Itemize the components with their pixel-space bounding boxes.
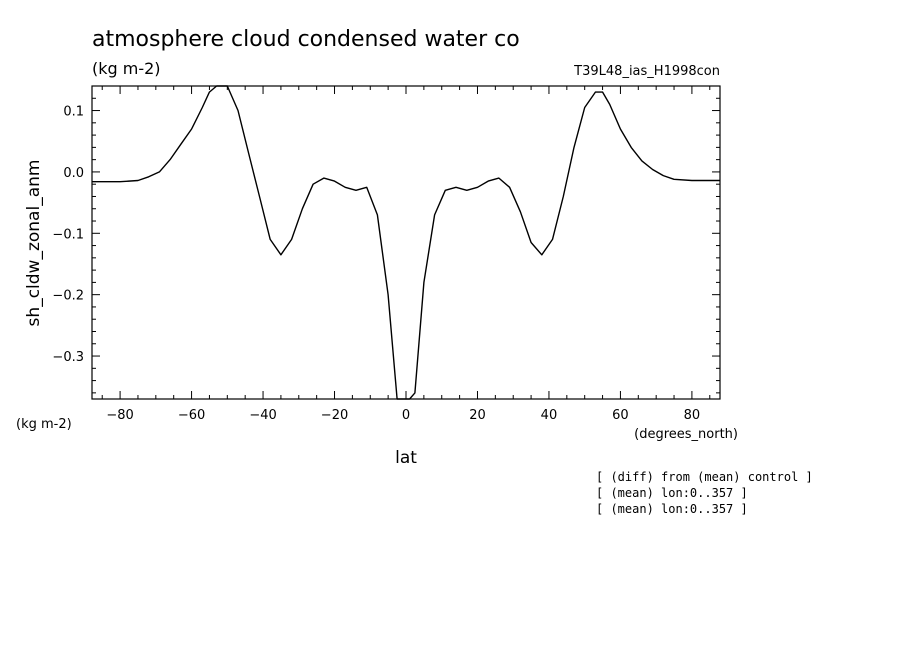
note-line-1: [ (diff) from (mean) control ] <box>596 470 813 484</box>
y-axis-ticks: 0.1 0.0 −0.1 −0.2 −0.3 <box>52 85 720 394</box>
x-tick-label: 80 <box>684 408 701 423</box>
x-tick-label: 20 <box>469 408 486 423</box>
y-tick-label: 0.0 <box>63 166 84 181</box>
series-line <box>92 85 720 400</box>
x-tick-label: 60 <box>612 408 629 423</box>
y-tick-label: −0.2 <box>52 289 84 304</box>
x-tick-label: −60 <box>178 408 205 423</box>
y-tick-label: 0.1 <box>63 105 84 120</box>
x-axis-ticks: −80 −60 −40 −20 0 20 40 60 80 <box>101 86 711 423</box>
units-label: (kg m-2) <box>92 59 161 78</box>
note-line-2: [ (mean) lon:0..357 ] <box>596 486 748 500</box>
x-tick-label: −40 <box>249 408 276 423</box>
note-line-3: [ (mean) lon:0..357 ] <box>596 502 748 516</box>
x-tick-label: −20 <box>321 408 348 423</box>
chart-title: atmosphere cloud condensed water co <box>92 27 520 52</box>
x-units-label: (degrees_north) <box>634 427 738 442</box>
x-tick-label: 40 <box>541 408 558 423</box>
run-label: T39L48_ias_H1998con <box>573 64 720 79</box>
x-axis-label: lat <box>395 448 417 468</box>
y-axis-label: sh_cldw_zonal_anm <box>24 160 44 327</box>
y-units-label: (kg m-2) <box>16 417 72 432</box>
y-tick-label: −0.1 <box>52 227 84 242</box>
x-tick-label: −80 <box>106 408 133 423</box>
plot-frame <box>91 85 721 400</box>
y-tick-label: −0.3 <box>52 350 84 365</box>
x-tick-label: 0 <box>402 408 410 423</box>
